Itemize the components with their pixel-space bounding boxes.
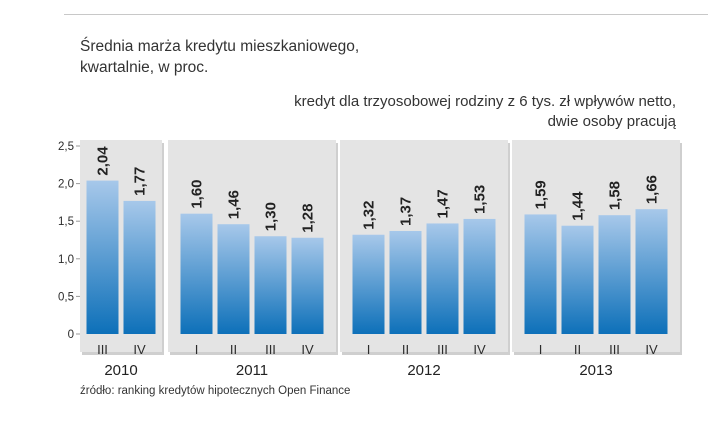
y-tick-label: 0 (68, 329, 74, 341)
bar (598, 215, 631, 334)
bar (291, 237, 324, 334)
quarter-label: IV (473, 342, 486, 357)
bar (635, 209, 668, 334)
data-label: 1,53 (472, 185, 489, 214)
data-label: 1,46 (226, 190, 243, 219)
source-note: źródło: ranking kredytów hipotecznych Op… (80, 385, 351, 397)
chart-subtitle-line-1: kredyt dla trzyosobowej rodziny z 6 tys.… (294, 93, 676, 110)
quarter-label: I (195, 342, 199, 357)
chart-title-line-1: Średnia marża kredytu mieszkaniowego, (80, 38, 360, 55)
chart-title: Średnia marża kredytu mieszkaniowego, kw… (80, 36, 359, 78)
bar (254, 236, 287, 334)
y-tick-label: 1,5 (58, 216, 74, 228)
bar (463, 218, 496, 334)
bar (217, 224, 250, 334)
year-label: 2011 (236, 362, 268, 379)
bar (524, 214, 557, 334)
y-tick-label: 1,0 (58, 254, 74, 266)
y-tick-label: 2,5 (58, 141, 74, 153)
quarter-label: IV (645, 342, 658, 357)
quarter-label: I (539, 342, 543, 357)
bar (389, 230, 422, 334)
bar (426, 223, 459, 334)
data-label: 1,59 (533, 180, 550, 209)
data-label: 1,32 (361, 201, 378, 230)
data-label: 1,37 (398, 197, 415, 226)
chart-subtitle: kredyt dla trzyosobowej rodziny z 6 tys.… (294, 92, 676, 132)
quarter-label: III (265, 342, 276, 357)
data-label: 1,60 (189, 179, 206, 208)
chart-title-line-2: kwartalnie, w proc. (80, 59, 209, 76)
quarter-label: III (609, 342, 620, 357)
data-label: 1,58 (607, 181, 624, 210)
data-label: 1,66 (644, 175, 661, 204)
data-label: 1,47 (435, 189, 452, 218)
quarter-label: IV (301, 342, 314, 357)
quarter-label: III (97, 342, 108, 357)
quarter-label: II (402, 342, 409, 357)
year-label: 2013 (579, 362, 612, 379)
data-label: 1,44 (570, 191, 587, 221)
chart-subtitle-line-2: dwie osoby pracują (547, 113, 676, 130)
bar (561, 225, 594, 334)
quarter-label: II (230, 342, 237, 357)
data-label: 1,28 (300, 204, 317, 233)
quarter-label: II (574, 342, 581, 357)
quarter-label: IV (133, 342, 146, 357)
bar (123, 200, 156, 334)
quarter-label: I (367, 342, 371, 357)
bar (352, 234, 385, 334)
data-label: 1,77 (132, 167, 149, 196)
top-rule (64, 14, 708, 15)
bar (86, 180, 119, 334)
data-label: 1,30 (263, 202, 280, 231)
y-tick-label: 0,5 (58, 291, 74, 303)
year-label: 2010 (104, 362, 137, 379)
y-tick-label: 2,0 (58, 179, 74, 191)
data-label: 2,04 (95, 146, 112, 176)
year-label: 2012 (407, 362, 440, 379)
quarter-label: III (437, 342, 448, 357)
bar (180, 213, 213, 334)
